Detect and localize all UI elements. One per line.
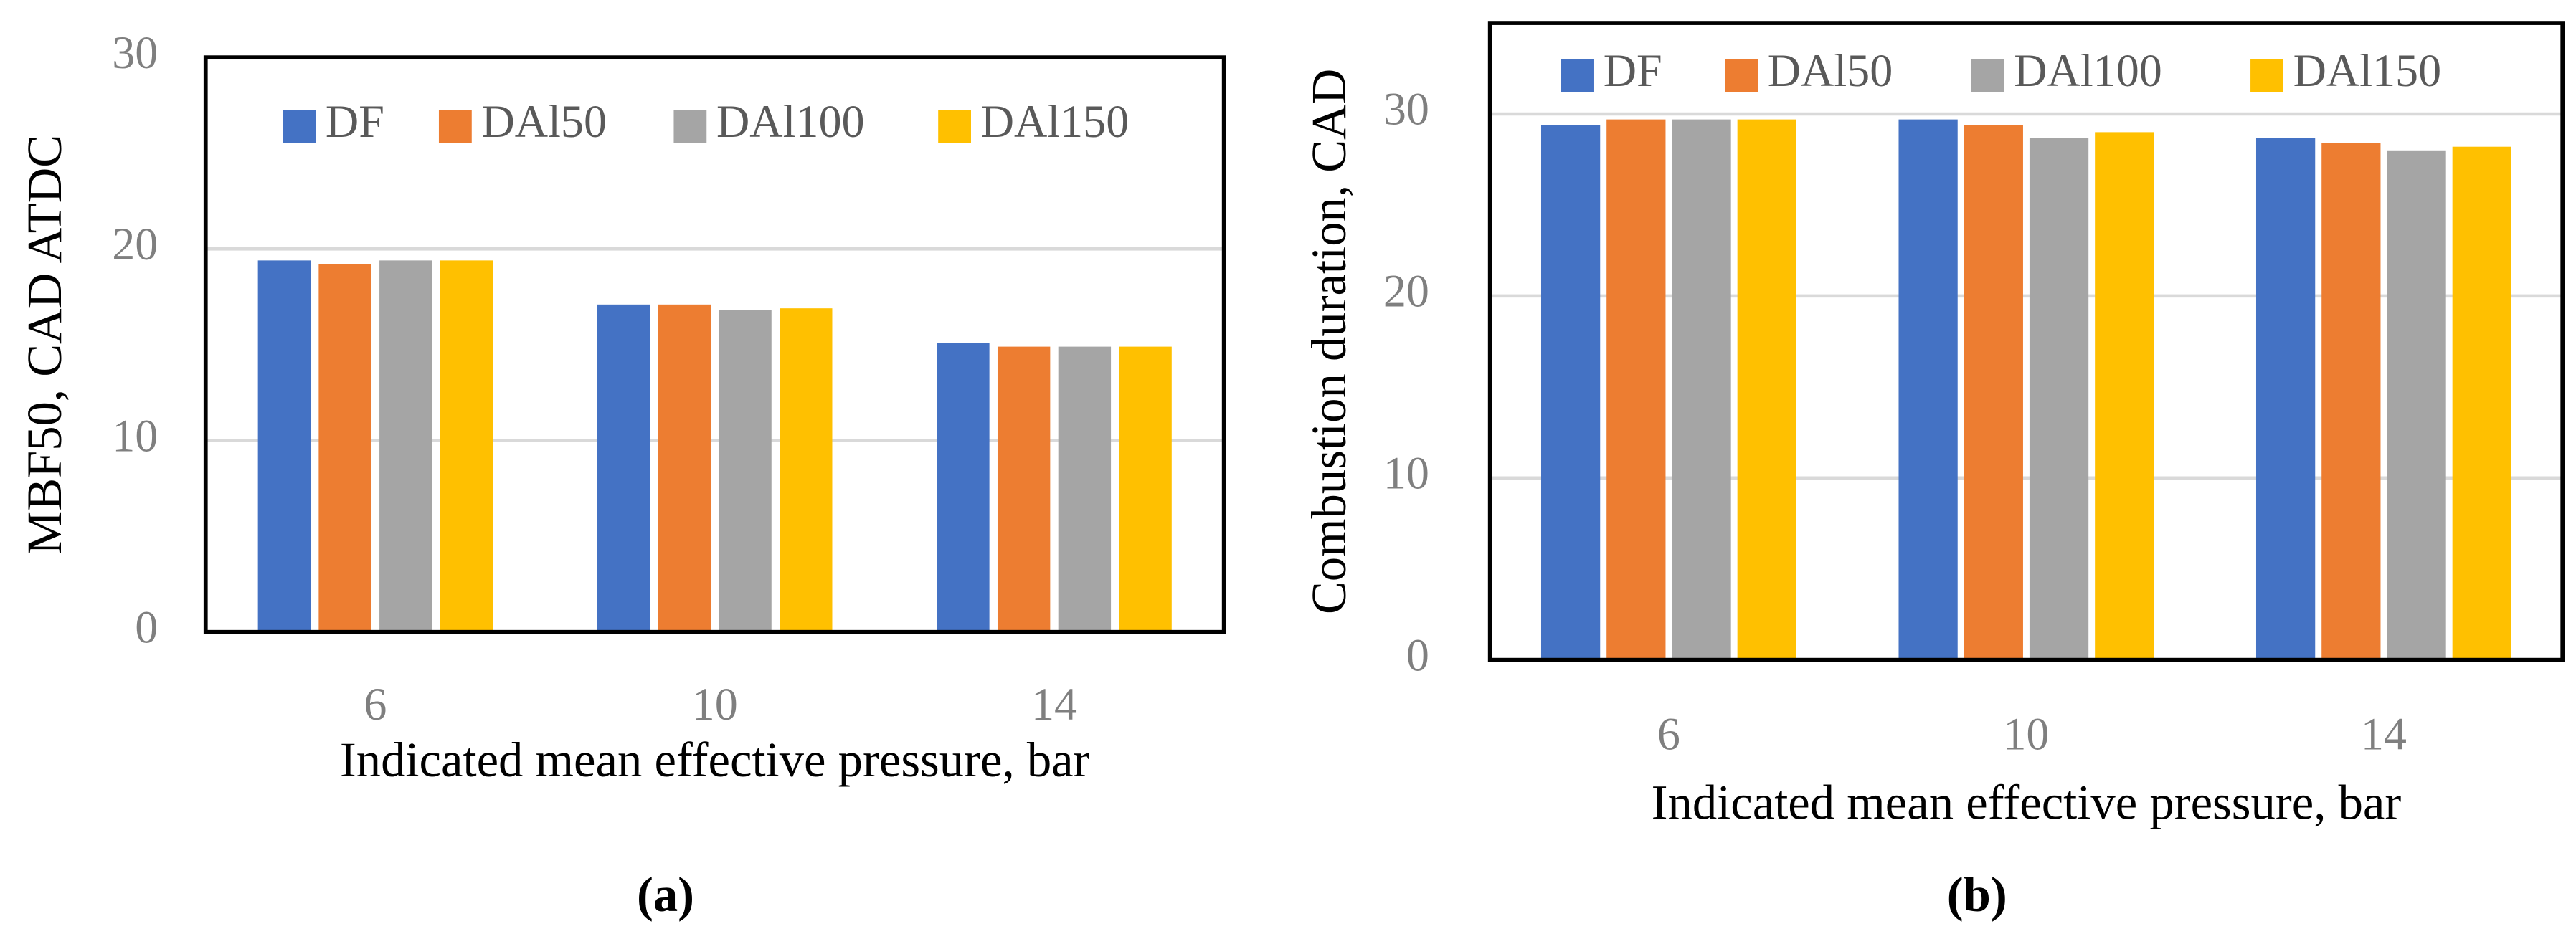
bar — [1606, 119, 1666, 660]
legend-swatch — [938, 110, 971, 143]
bar — [1540, 125, 1601, 660]
bar — [1058, 346, 1112, 632]
legend-swatch — [438, 110, 472, 143]
panel-caption: (a) — [637, 867, 694, 922]
legend-swatch — [283, 110, 316, 143]
legend-label: DF — [1604, 45, 1662, 96]
x-tick-label: 10 — [2003, 708, 2049, 759]
bar — [2321, 143, 2381, 660]
bar — [597, 304, 650, 632]
legend-label: DAl150 — [981, 96, 1130, 147]
legend-label: DAl150 — [2293, 45, 2442, 96]
bar — [2452, 146, 2511, 660]
bar — [2387, 150, 2446, 660]
y-tick-label: 10 — [112, 410, 158, 461]
bar — [937, 343, 990, 632]
y-tick-label: 20 — [1383, 266, 1429, 317]
bar — [318, 264, 371, 632]
bar — [1964, 125, 2023, 660]
legend-swatch — [673, 110, 707, 143]
y-tick-label: 10 — [1383, 447, 1429, 498]
y-axis-title: Combustion duration, CAD — [1302, 69, 1356, 614]
x-tick-label: 6 — [1657, 708, 1680, 759]
bar — [1898, 119, 1958, 660]
x-axis-title: Indicated mean effective pressure, bar — [340, 733, 1090, 787]
bar — [658, 304, 711, 632]
bar — [379, 260, 432, 632]
y-tick-label: 0 — [1406, 629, 1429, 680]
bar — [440, 260, 493, 632]
legend-swatch — [1725, 59, 1758, 92]
plot-frame — [203, 55, 1226, 634]
legend-swatch — [1971, 59, 2004, 92]
bar — [2029, 138, 2089, 660]
legend-label: DAl100 — [2014, 45, 2162, 96]
legend-label: DF — [326, 96, 384, 147]
bar — [257, 260, 311, 632]
legend-label: DAl50 — [1768, 45, 1893, 96]
legend-label: DAl100 — [716, 96, 865, 147]
x-tick-label: 6 — [364, 679, 387, 730]
chart-panel: 0 10 20 30 6 10 14 DF DAl50 DAl100 DAl150 Indicated… — [1302, 21, 2565, 922]
y-tick-label: 30 — [1383, 84, 1429, 135]
x-axis-title: Indicated mean effective pressure, bar — [1652, 776, 2402, 830]
bar — [2255, 138, 2316, 660]
y-axis-title: MBF50, CAD ATDC — [17, 135, 72, 555]
bar — [1672, 119, 1731, 660]
bar — [780, 308, 833, 632]
y-tick-label: 20 — [112, 219, 158, 270]
legend-swatch — [1561, 59, 1594, 92]
legend-swatch — [2250, 59, 2283, 92]
panel-caption: (b) — [1947, 867, 2007, 922]
plot-frame — [1487, 21, 2565, 662]
bar — [1737, 119, 1796, 660]
bar — [1119, 346, 1172, 632]
bar — [719, 310, 772, 632]
x-tick-label: 14 — [2361, 708, 2407, 759]
bar — [2095, 132, 2154, 660]
y-tick-label: 30 — [112, 27, 158, 78]
legend-label: DAl50 — [482, 96, 607, 147]
x-tick-label: 10 — [692, 679, 738, 730]
x-tick-label: 14 — [1031, 679, 1077, 730]
bar — [997, 346, 1051, 632]
y-tick-label: 0 — [135, 601, 158, 652]
chart-panel: 0 10 20 30 6 10 14 DF DAl50 DAl100 DAl150 Indicated… — [17, 27, 1226, 922]
